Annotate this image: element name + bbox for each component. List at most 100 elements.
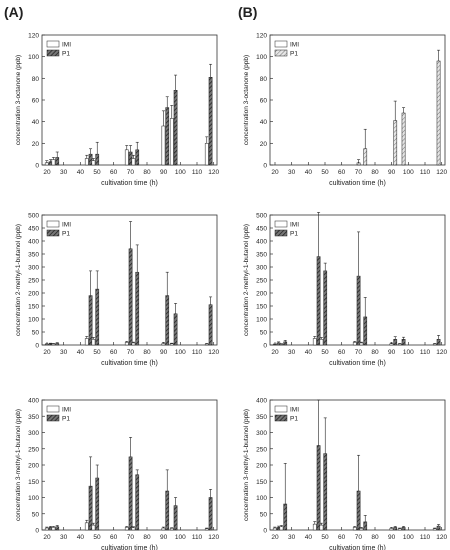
bar-imi xyxy=(91,524,96,531)
y-tick-label: 0 xyxy=(35,163,39,170)
y-tick-label: 350 xyxy=(256,252,267,259)
y-tick-label: 300 xyxy=(256,265,267,272)
x-tick-label: 40 xyxy=(305,534,313,541)
bar-imi xyxy=(124,527,129,531)
x-tick-label: 30 xyxy=(288,534,296,541)
y-tick-label: 450 xyxy=(256,226,267,233)
bar-p1 xyxy=(173,505,178,531)
x-tick-label: 100 xyxy=(175,169,186,176)
y-tick-label: 100 xyxy=(28,317,39,324)
bar-p1 xyxy=(436,525,441,531)
x-tick-label: 20 xyxy=(43,169,51,176)
y-tick-label: 20 xyxy=(260,141,268,148)
bar-p1 xyxy=(55,157,60,166)
chart-4: 0 50 100 150 200 250 300 350 400 450 500 20 30 40 50 60… xyxy=(243,212,447,367)
y-tick-label: 300 xyxy=(256,430,267,437)
bar-p1 xyxy=(283,341,288,346)
x-tick-label: 20 xyxy=(271,534,279,541)
chart-5: 0 50 100 150 200 250 300 350 400 20 30 40 50 60 70 80 90… xyxy=(15,398,219,550)
y-tick-label: 40 xyxy=(260,119,268,126)
y-tick-label: 20 xyxy=(32,141,40,148)
x-tick-label: 100 xyxy=(403,169,414,176)
x-tick-label: 50 xyxy=(93,349,101,356)
y-tick-label: 60 xyxy=(260,98,268,105)
bar-p1 xyxy=(356,162,361,166)
legend-label: P1 xyxy=(290,51,298,58)
x-tick-label: 40 xyxy=(77,169,85,176)
legend-swatch-p1 xyxy=(46,414,60,422)
x-tick-label: 60 xyxy=(338,349,346,356)
y-tick-label: 250 xyxy=(256,446,267,453)
legend-label: IMI xyxy=(62,222,71,229)
x-tick-label: 90 xyxy=(388,169,396,176)
x-tick-label: 30 xyxy=(288,169,296,176)
legend-swatch-imi xyxy=(274,40,288,48)
y-tick-label: 120 xyxy=(28,33,39,40)
bar-p1 xyxy=(401,527,406,531)
y-tick-label: 50 xyxy=(260,511,268,518)
y-tick-label: 200 xyxy=(256,463,267,470)
x-axis-label: cultivation time (h) xyxy=(101,360,158,367)
x-tick-label: 120 xyxy=(436,349,447,356)
bar-imi xyxy=(91,160,96,166)
x-axis-label: cultivation time (h) xyxy=(101,180,158,187)
bar-p1 xyxy=(173,90,178,166)
y-tick-label: 100 xyxy=(256,495,267,502)
y-tick-label: 150 xyxy=(28,304,39,311)
x-tick-label: 80 xyxy=(371,534,379,541)
y-tick-label: 200 xyxy=(28,463,39,470)
x-tick-label: 100 xyxy=(175,349,186,356)
x-tick-label: 100 xyxy=(403,349,414,356)
bar-p1 xyxy=(401,339,406,346)
legend-swatch-imi xyxy=(46,40,60,48)
bar-imi xyxy=(272,344,277,346)
bar-imi xyxy=(432,528,437,531)
bar-imi xyxy=(51,159,56,166)
x-tick-label: 80 xyxy=(371,349,379,356)
bar-imi xyxy=(161,125,166,166)
bar-imi xyxy=(204,528,209,531)
panel-label-b: (B) xyxy=(238,4,258,20)
bar-p1 xyxy=(88,485,93,531)
legend-swatch-p1 xyxy=(274,49,288,57)
x-tick-label: 30 xyxy=(60,534,68,541)
bar-imi xyxy=(131,158,136,166)
x-tick-label: 110 xyxy=(192,349,203,356)
chart-6: 0 50 100 150 200 250 300 350 400 20 30 40 50 60 70 80 90… xyxy=(243,398,447,550)
legend-label: IMI xyxy=(290,42,299,49)
bar-p1 xyxy=(165,490,170,531)
y-tick-label: 350 xyxy=(28,414,39,421)
legend-swatch-imi xyxy=(46,220,60,228)
x-tick-label: 120 xyxy=(436,169,447,176)
y-tick-label: 300 xyxy=(28,265,39,272)
bar-p1 xyxy=(135,474,140,531)
bar-p1 xyxy=(88,295,93,346)
bar-p1 xyxy=(208,77,213,166)
y-tick-label: 400 xyxy=(256,398,267,405)
bar-imi xyxy=(204,143,209,166)
bar-imi xyxy=(397,528,402,531)
bar-imi xyxy=(359,342,364,346)
bar-imi xyxy=(131,342,136,346)
bar-imi xyxy=(169,118,174,166)
x-tick-label: 60 xyxy=(110,169,118,176)
bar-p1 xyxy=(95,477,100,531)
bar-p1 xyxy=(316,256,321,346)
y-tick-label: 100 xyxy=(28,495,39,502)
y-tick-label: 0 xyxy=(35,528,39,535)
bar-imi xyxy=(272,527,277,531)
x-tick-label: 80 xyxy=(371,169,379,176)
bar-imi xyxy=(279,526,284,531)
bar-p1 xyxy=(323,270,328,346)
x-tick-label: 120 xyxy=(436,534,447,541)
x-tick-label: 60 xyxy=(338,169,346,176)
y-tick-label: 150 xyxy=(256,479,267,486)
legend-label: P1 xyxy=(290,231,298,238)
x-tick-label: 40 xyxy=(305,349,313,356)
bar-imi xyxy=(204,343,209,346)
x-tick-label: 110 xyxy=(420,349,431,356)
y-tick-label: 400 xyxy=(28,398,39,405)
bar-imi xyxy=(352,342,357,346)
x-tick-label: 90 xyxy=(388,349,396,356)
